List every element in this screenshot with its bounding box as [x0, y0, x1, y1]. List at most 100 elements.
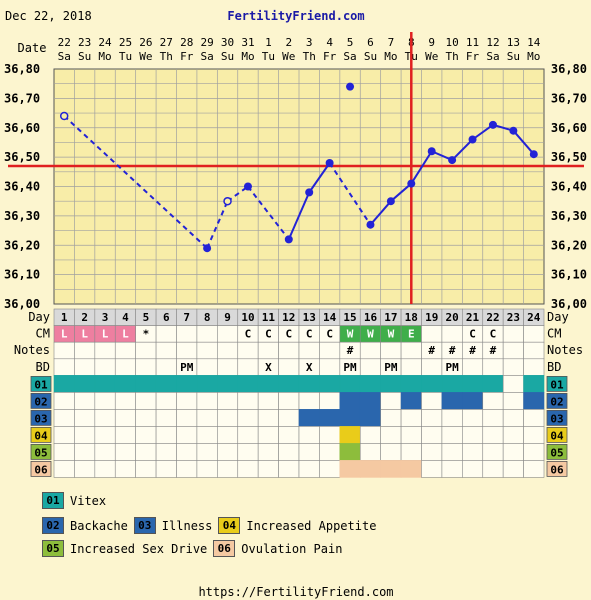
temp-line-segment [63, 115, 208, 249]
symptom-cell [441, 392, 463, 410]
bd-row-cell [523, 358, 545, 376]
cm-row-cell [523, 325, 545, 343]
symptom-cell [196, 443, 218, 461]
symptom-cell [176, 392, 198, 410]
bd-row-cell [217, 358, 239, 376]
date-tick: 22 [58, 36, 71, 49]
symptom-cell [421, 409, 443, 427]
legend-label: Vitex [70, 493, 107, 508]
symptom-cell [339, 375, 361, 393]
symptom-code-left: 01 [34, 378, 48, 391]
symptom-cell [502, 375, 524, 393]
cm-row-value: E [408, 328, 415, 341]
symptom-cell [298, 392, 320, 410]
notes-row-cell [155, 341, 177, 360]
weekday-tick: We [282, 50, 295, 63]
cm-row-value: W [347, 328, 354, 341]
day-row-value: 20 [446, 311, 459, 324]
bd-row-cell [359, 358, 381, 376]
temp-line-segment [512, 130, 535, 155]
day-row-label-right: Day [547, 310, 569, 324]
legend-swatch: 06 [213, 540, 236, 557]
weekday-tick: Su [507, 50, 520, 63]
symptom-cell [257, 392, 279, 410]
date-tick: 10 [446, 36, 459, 49]
cm-row-value: C [265, 328, 272, 341]
symptom-cell [74, 443, 96, 461]
legend-item-sex-drive: 05 Increased Sex Drive [42, 540, 207, 557]
notes-row-cell [380, 341, 402, 360]
y-tick-label-left: 36,40 [4, 180, 40, 194]
symptom-cell [523, 460, 545, 478]
y-tick-label-left: 36,30 [4, 209, 40, 223]
date-label: Date [18, 41, 47, 55]
symptom-cell [462, 426, 484, 444]
symptom-cell [155, 460, 177, 478]
bd-row-cell [53, 358, 75, 376]
symptom-cell [421, 426, 443, 444]
weekday-tick: Th [160, 50, 173, 63]
date-tick: 12 [486, 36, 499, 49]
day-row-value: 18 [405, 311, 418, 324]
notes-row-value: # [469, 344, 476, 357]
symptom-cell [237, 426, 259, 444]
symptom-cell [462, 409, 484, 427]
symptom-cell [196, 392, 218, 410]
day-row-value: 12 [282, 311, 295, 324]
symptom-cell [74, 409, 96, 427]
notes-row-value: # [449, 344, 456, 357]
bd-row-value: PM [343, 361, 357, 374]
symptom-cell [482, 409, 504, 427]
symptom-cell [53, 375, 75, 393]
symptom-cell [298, 460, 320, 478]
symptom-cell [462, 443, 484, 461]
bd-row-cell [278, 358, 300, 376]
date-tick: 26 [139, 36, 152, 49]
cm-row-cell [196, 325, 218, 343]
symptom-cell [482, 460, 504, 478]
y-tick-label-right: 36,80 [551, 62, 587, 76]
date-tick: 13 [507, 36, 520, 49]
symptom-cell [319, 426, 341, 444]
notes-row-cell [94, 341, 116, 360]
symptom-cell [114, 409, 136, 427]
notes-row-cell [217, 341, 239, 360]
symptom-cell [502, 409, 524, 427]
temp-point [468, 135, 477, 144]
legend-row-3: 05 Increased Sex Drive 06 Ovulation Pain [42, 540, 348, 557]
y-tick-label-right: 36,00 [551, 297, 587, 311]
weekday-tick: Th [303, 50, 316, 63]
temp-point [448, 156, 457, 165]
weekday-tick: Sa [486, 50, 499, 63]
symptom-cell [278, 392, 300, 410]
symptom-cell [380, 426, 402, 444]
symptom-cell [319, 409, 341, 427]
symptom-cell [135, 392, 157, 410]
symptom-cell [462, 460, 484, 478]
symptom-cell [462, 375, 484, 393]
date-tick: 7 [388, 36, 395, 49]
symptom-code-badge-right [546, 460, 568, 477]
symptom-cell [359, 409, 381, 427]
symptom-cell [53, 460, 75, 478]
cm-row-value: C [490, 328, 497, 341]
day-row-value: 11 [262, 311, 276, 324]
day-row-value: 15 [343, 311, 356, 324]
symptom-code-right: 03 [550, 412, 563, 425]
symptom-code-badge-right [546, 392, 568, 409]
symptom-cell [217, 392, 239, 410]
date-tick: 31 [241, 36, 254, 49]
symptom-cell [278, 443, 300, 461]
day-row-value: 23 [507, 311, 520, 324]
symptom-code-left: 02 [34, 395, 47, 408]
temp-point-open [59, 111, 69, 121]
cm-row-value: C [285, 328, 292, 341]
date-tick: 28 [180, 36, 193, 49]
cm-row-value: W [367, 328, 374, 341]
bd-row-cell [462, 358, 484, 376]
symptom-cell [176, 443, 198, 461]
symptom-code-right: 05 [550, 446, 563, 459]
day-row-value: 14 [323, 311, 337, 324]
symptom-code-badge-right [546, 409, 568, 426]
temp-point [366, 220, 375, 229]
